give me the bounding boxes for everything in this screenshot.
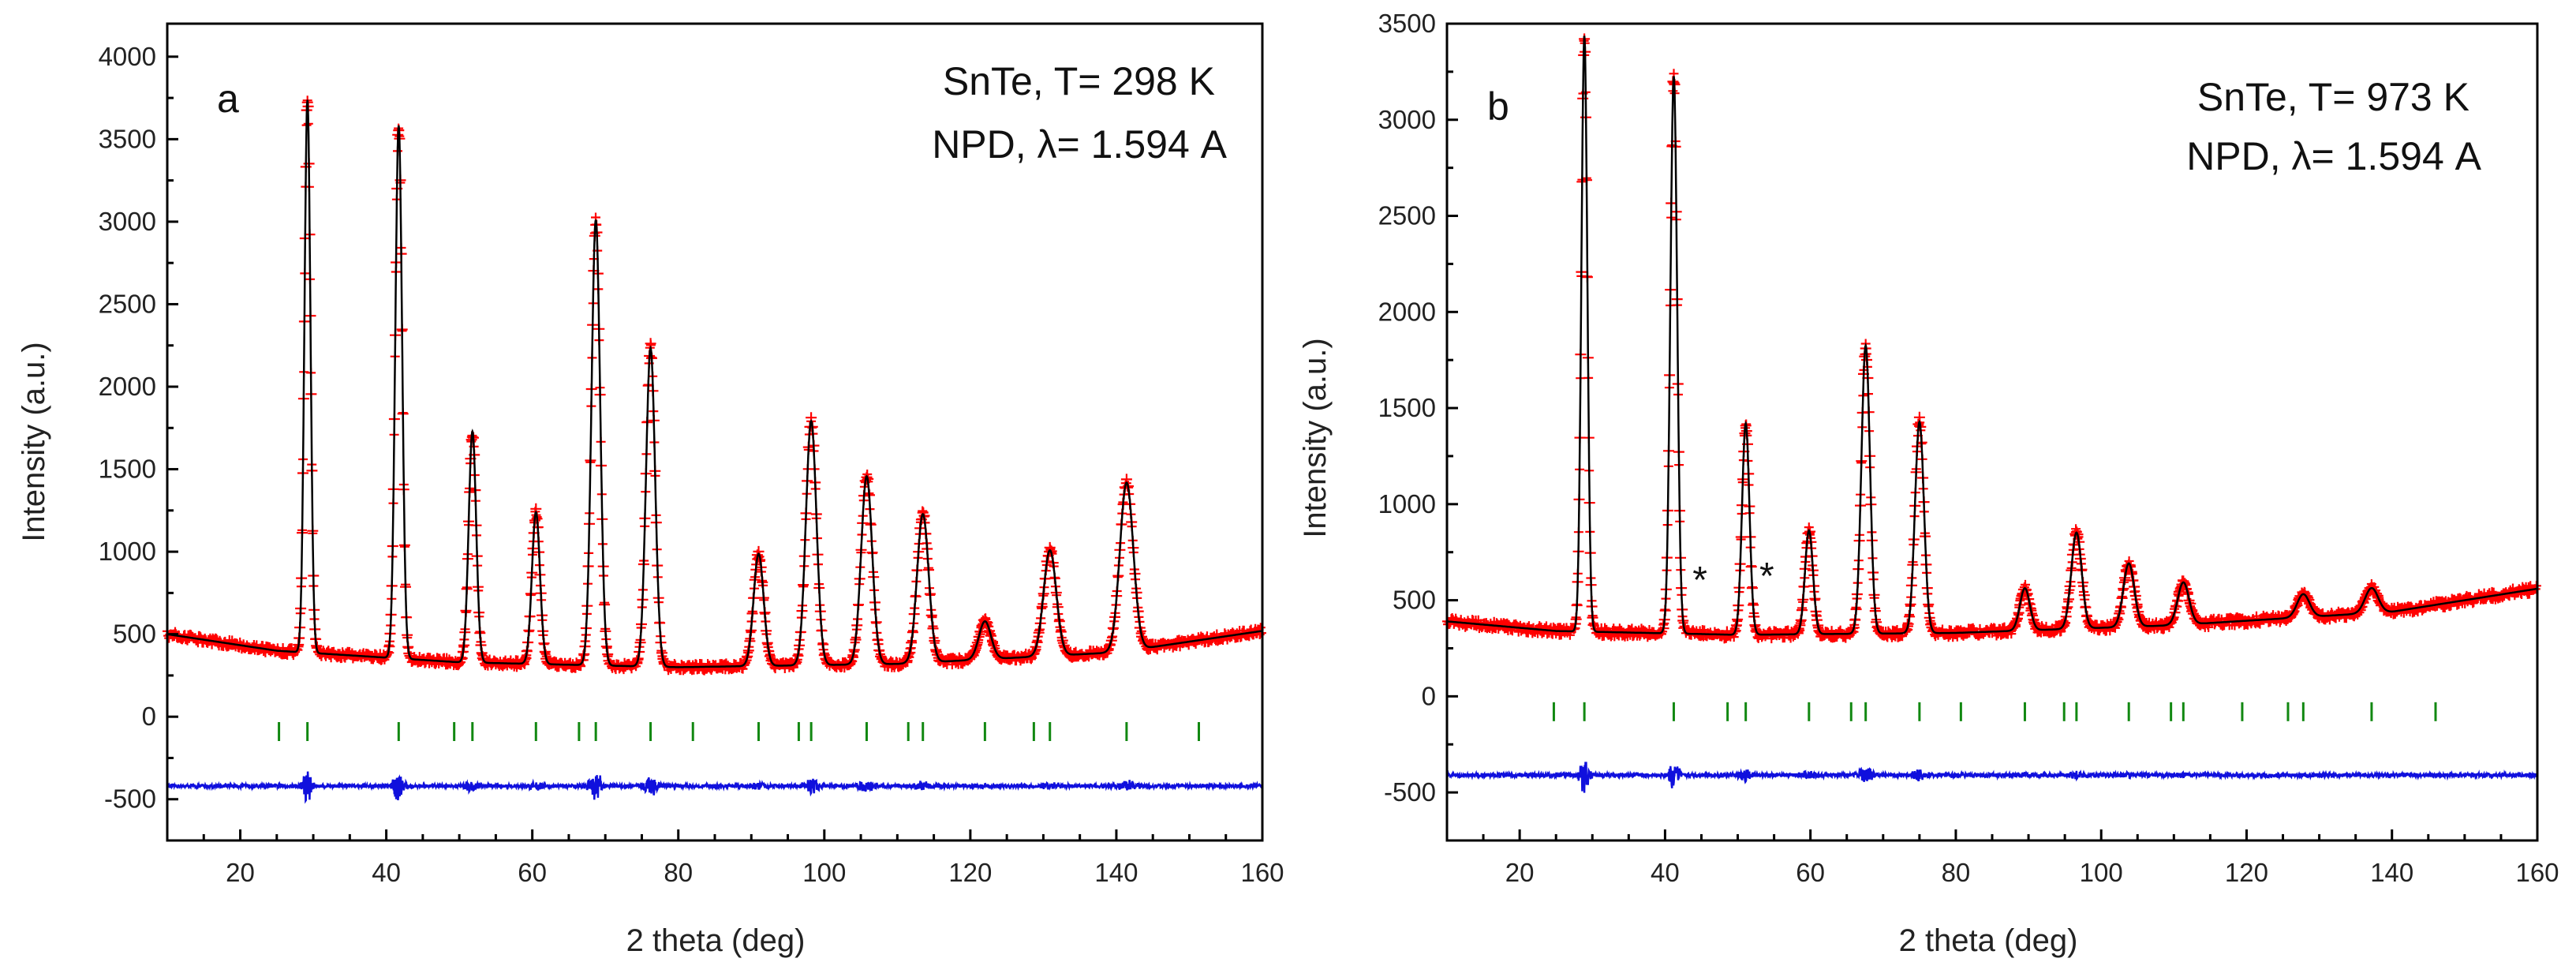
panel-b-x-tick-label: 60	[1796, 858, 1825, 887]
panel-a-x-tick-label: 120	[948, 858, 992, 887]
panel-a-x-tick-label: 40	[372, 858, 401, 887]
panel-b-y-tick-label: 0	[1422, 681, 1436, 710]
panel-a-y-tick-label: 1500	[99, 455, 156, 484]
panel-a-x-tick-label: 140	[1094, 858, 1138, 887]
panel-b-impurity-marker: *	[1692, 560, 1707, 601]
panel-a-y-axis-title: Intensity (a.u.)	[17, 342, 51, 541]
panel-b-difference-series	[1445, 762, 2538, 793]
panel-a-x-axis-title: 2 theta (deg)	[626, 923, 806, 958]
panel-a-y-tick-label: 3000	[99, 207, 156, 236]
panel-a-difference-series	[166, 771, 1264, 804]
panel-b-y-tick-label: 2500	[1378, 201, 1436, 230]
panel-b-y-tick-label: 1000	[1378, 489, 1436, 518]
panel-b-y-tick-label: 3500	[1378, 9, 1436, 38]
panel-b-x-tick-label: 40	[1651, 858, 1680, 887]
panel-a-label: a	[217, 77, 239, 121]
panel-b-annotation-sample: SnTe, T= 973 K	[2197, 75, 2469, 119]
panel-b-x-tick-label: 140	[2370, 858, 2413, 887]
panel-a-y-tick-label: 4000	[99, 42, 156, 71]
panel-b-y-tick-label: -500	[1384, 777, 1436, 807]
panel-b-label: b	[1487, 84, 1509, 129]
panel-b-x-tick-label: 120	[2225, 858, 2268, 887]
panel-a-plot-area: -500 0 500 1000 1500 2000 2500 3000 3500 4000 20 40…	[99, 22, 1284, 887]
panel-a-observed-series	[163, 95, 1266, 676]
panel-a-x-tick-label: 20	[226, 858, 255, 887]
panel-a-x-tick-label: 100	[802, 858, 846, 887]
panel-a-y-tick-label: -500	[104, 784, 156, 814]
panel-b-y-tick-label: 1500	[1378, 393, 1436, 422]
panel-b-observed-series	[1442, 33, 2541, 644]
panel-a-annotation-sample: SnTe, T= 298 K	[943, 59, 1215, 103]
panel-a-y-tick-label: 2500	[99, 289, 156, 318]
panel-a-y-tick-label: 3500	[99, 124, 156, 153]
panel-b-y-tick-label: 2000	[1378, 297, 1436, 326]
panel-a-x-tick-label: 160	[1240, 858, 1284, 887]
panel-b-y-tick-label: 500	[1393, 586, 1436, 615]
panel-b: * * -500 0 500 1000 1500 2000 2500 3000 3500 20 40 60…	[1298, 9, 2559, 958]
panel-b-x-tick-label: 160	[2515, 858, 2559, 887]
panel-b-x-axis-title: 2 theta (deg)	[1899, 923, 2078, 958]
panel-a-y-tick-label: 0	[142, 702, 156, 731]
panel-b-y-tick-label: 3000	[1378, 105, 1436, 134]
panel-a-annotation-instrument: NPD, λ= 1.594 A	[932, 122, 1227, 167]
panel-b-x-tick-label: 80	[1942, 858, 1971, 887]
panel-b-impurity-marker: *	[1759, 556, 1774, 597]
panel-b-y-axis-title: Intensity (a.u.)	[1298, 338, 1333, 537]
panel-a: -500 0 500 1000 1500 2000 2500 3000 3500 4000 20 40…	[17, 22, 1284, 958]
panel-b-x-tick-label: 20	[1505, 858, 1535, 887]
panel-a-y-tick-label: 2000	[99, 372, 156, 401]
panel-a-x-tick-label: 80	[664, 858, 693, 887]
panel-b-calculated-series	[1447, 36, 2537, 636]
panel-b-plot-area: * * -500 0 500 1000 1500 2000 2500 3000 3500 20 40 60…	[1378, 9, 2559, 887]
panel-b-x-tick-label: 100	[2080, 858, 2123, 887]
panel-a-y-tick-label: 500	[113, 620, 156, 649]
panel-b-annotation-instrument: NPD, λ= 1.594 A	[2186, 134, 2481, 178]
panel-a-x-tick-label: 60	[518, 858, 547, 887]
panel-a-y-tick-label: 1000	[99, 537, 156, 566]
panel-a-calculated-series	[166, 99, 1262, 668]
